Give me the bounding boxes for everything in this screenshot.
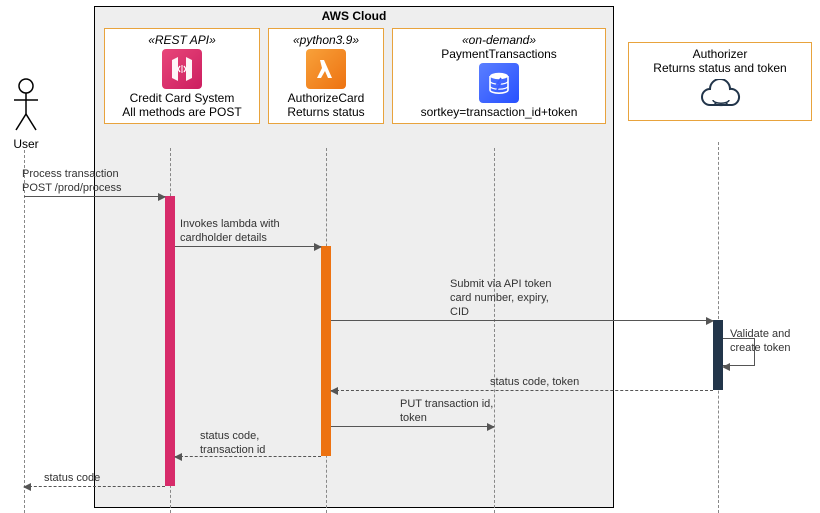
participant-api: «REST API» Credit Card System All method… [104, 28, 260, 124]
user-icon [10, 78, 42, 134]
actor-user-label: User [6, 137, 46, 151]
api-sub: All methods are POST [111, 105, 253, 119]
authorizer-sub: Returns status and token [635, 61, 805, 75]
message-label: status code [44, 472, 100, 486]
api-stereo: «REST API» [111, 33, 253, 47]
cloud-icon [635, 79, 805, 116]
aws-cloud-title: AWS Cloud [95, 9, 613, 23]
dynamo-sub: sortkey=transaction_id+token [399, 105, 599, 119]
message-arrow [24, 196, 165, 197]
participant-lambda: «python3.9» AuthorizeCard Returns status [268, 28, 384, 124]
participant-authorizer: Authorizer Returns status and token [628, 42, 812, 121]
lambda-sub: Returns status [275, 105, 377, 119]
activation-lambda [321, 246, 331, 456]
activation-auth [713, 320, 723, 390]
api-title: Credit Card System [111, 91, 253, 105]
message-label: Process transactionPOST /prod/process [22, 168, 121, 196]
message-label: Invokes lambda withcardholder details [180, 218, 280, 246]
actor-user: User [6, 78, 46, 151]
message-label: PUT transaction id,token [400, 398, 493, 426]
message-label: status code, token [490, 376, 579, 390]
lambda-icon [306, 49, 346, 89]
lambda-title: AuthorizeCard [275, 91, 377, 105]
message-arrow [24, 486, 165, 487]
dynamo-stereo: «on-demand» [399, 33, 599, 47]
message-arrow [331, 320, 713, 321]
message-arrow [175, 246, 321, 247]
dynamo-title: PaymentTransactions [399, 47, 599, 61]
lambda-stereo: «python3.9» [275, 33, 377, 47]
message-label: Validate andcreate token [730, 328, 791, 356]
lifeline-user [24, 150, 25, 513]
lifeline-dynamo [494, 148, 495, 513]
activation-api [165, 196, 175, 486]
api-gateway-icon [162, 49, 202, 89]
message-arrow [331, 426, 494, 427]
participant-dynamo: «on-demand» PaymentTransactions sortkey=… [392, 28, 606, 124]
message-label: Submit via API tokencard number, expiry,… [450, 278, 552, 319]
dynamodb-icon [479, 63, 519, 103]
authorizer-title: Authorizer [635, 47, 805, 61]
message-label: status code,transaction id [200, 430, 265, 458]
message-arrow [331, 390, 713, 391]
